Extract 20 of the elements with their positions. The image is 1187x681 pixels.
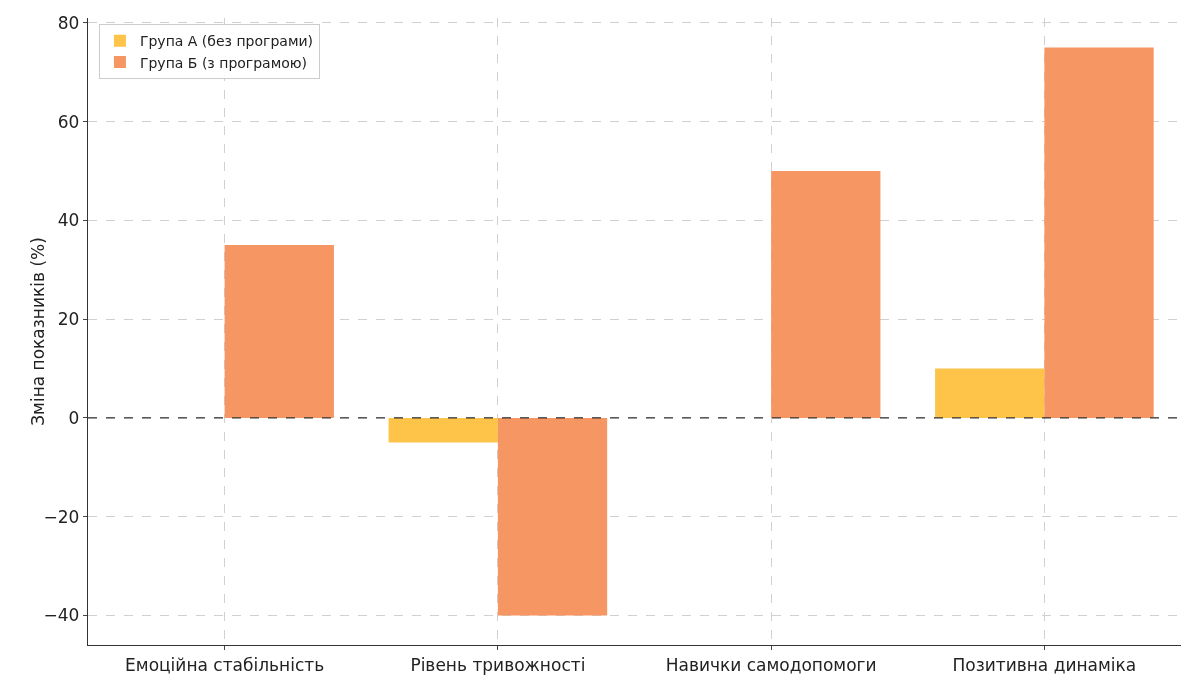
y-tick-label: 40: [57, 210, 80, 231]
bar: [935, 368, 1045, 418]
y-tick-label: −40: [43, 605, 80, 626]
bar: [771, 171, 881, 418]
y-tick-label: 80: [57, 12, 80, 33]
y-tick-label: −20: [43, 506, 80, 527]
y-tick-label: 20: [57, 309, 80, 330]
x-tick-label: Емоційна стабільність: [125, 654, 325, 675]
bar: [388, 417, 498, 443]
legend-label: Група Б (з програмою): [139, 54, 308, 71]
bar: [224, 245, 334, 418]
bar: [497, 417, 608, 616]
x-tick-label: Позитивна динаміка: [952, 654, 1137, 675]
bar: [1044, 47, 1154, 418]
x-tick-label: Рівень тривожності: [410, 654, 586, 675]
y-tick-label: 0: [68, 407, 80, 428]
legend-label: Група А (без програми): [139, 33, 314, 50]
y-tick-label: 60: [57, 111, 80, 132]
y-axis-title: Зміна показників (%): [27, 237, 48, 426]
x-tick-label: Навички самодопомоги: [665, 654, 877, 675]
